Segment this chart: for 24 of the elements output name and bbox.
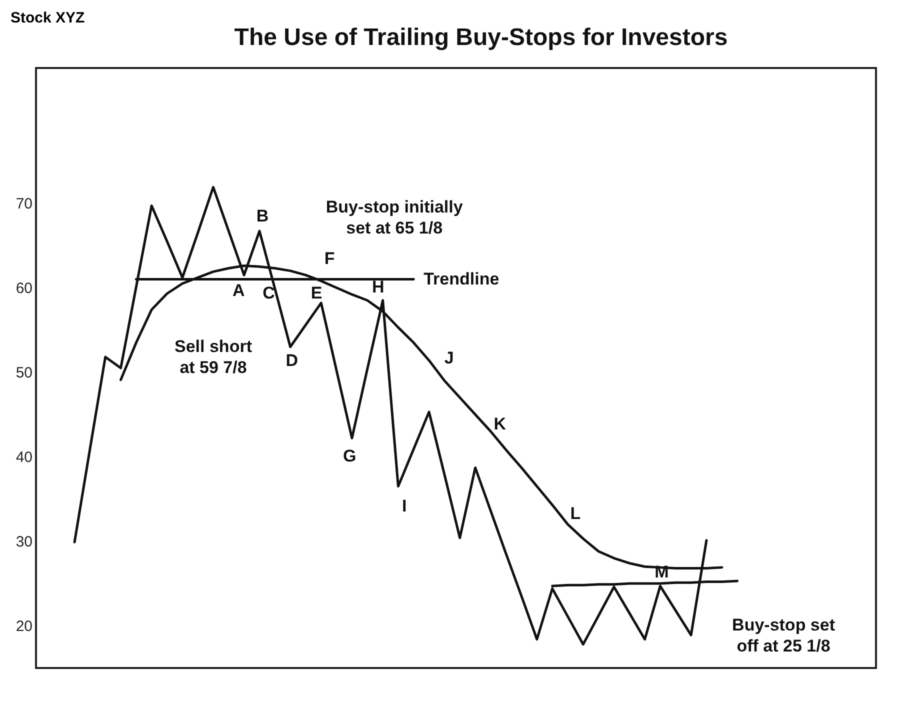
- annotation: K: [494, 414, 507, 434]
- annotation: H: [372, 278, 384, 297]
- annotation: A: [232, 281, 245, 300]
- annotation: I: [402, 496, 407, 516]
- y-tick-label: 70: [16, 196, 32, 213]
- series-label: Trendline: [424, 269, 500, 288]
- annotation: F: [324, 248, 335, 268]
- annotation: B: [256, 206, 269, 226]
- annotation: C: [262, 284, 275, 303]
- y-tick-label: 60: [16, 280, 32, 298]
- chart-title: The Use of Trailing Buy-Stops for Investors: [234, 24, 728, 51]
- annotation: L: [570, 504, 581, 524]
- y-tick-label: 50: [16, 364, 32, 382]
- annotation: Sell short at 59 7/8: [174, 336, 252, 377]
- y-tick-label: 30: [16, 534, 32, 551]
- annotation: Buy-stop set off at 25 1/8: [732, 616, 836, 656]
- annotation: G: [343, 446, 356, 466]
- annotation: Buy-stop initially set at 65 1/8: [326, 197, 464, 238]
- annotation: D: [286, 351, 298, 370]
- annotation: E: [310, 284, 322, 303]
- y-axis-title: Stock XYZ: [10, 10, 85, 26]
- y-tick-label: 20: [16, 618, 32, 636]
- annotation: J: [444, 348, 454, 368]
- y-tick-label: 40: [16, 449, 32, 466]
